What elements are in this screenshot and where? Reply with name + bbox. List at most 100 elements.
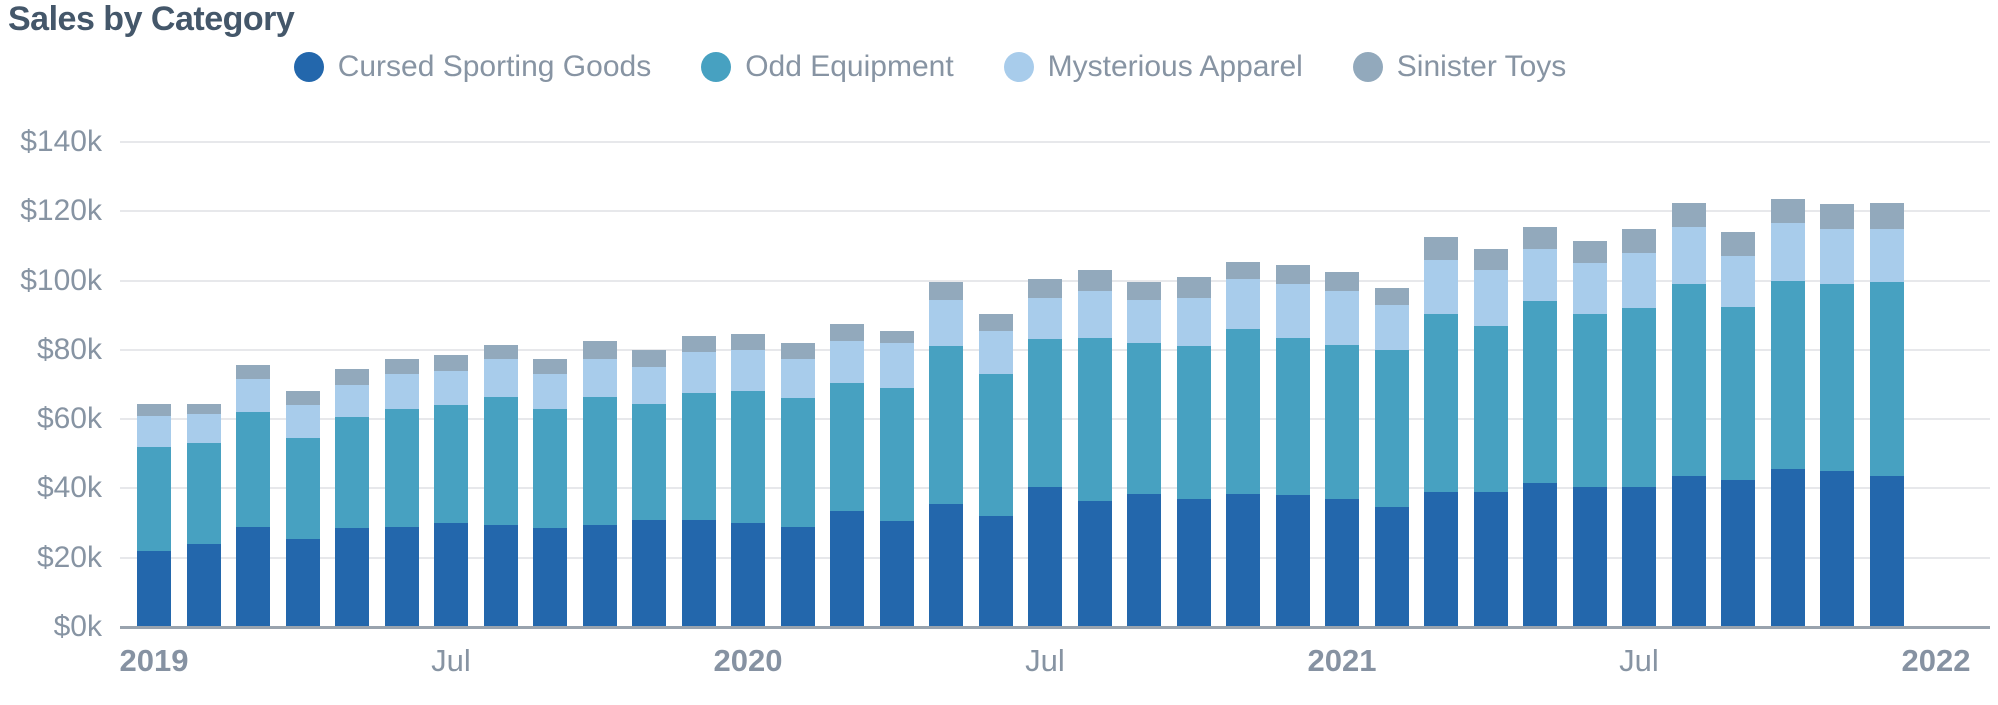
bar-2019-06[interactable]	[384, 358, 419, 627]
bar-2019-02[interactable]	[186, 403, 221, 627]
bar-segment-mysterious-apparel[interactable]	[1077, 290, 1112, 338]
bar-segment-cursed-sporting-goods[interactable]	[1622, 486, 1656, 627]
bar-2019-07[interactable]	[434, 355, 468, 627]
bar-segment-mysterious-apparel[interactable]	[1721, 256, 1755, 307]
bar-segment-cursed-sporting-goods[interactable]	[681, 519, 716, 627]
bar-segment-mysterious-apparel[interactable]	[1473, 270, 1508, 326]
bar-segment-odd-equipment[interactable]	[384, 408, 419, 527]
bar-segment-odd-equipment[interactable]	[1028, 339, 1062, 487]
bar-segment-cursed-sporting-goods[interactable]	[830, 510, 864, 627]
bar-segment-cursed-sporting-goods[interactable]	[236, 526, 270, 627]
bar-segment-mysterious-apparel[interactable]	[1325, 290, 1359, 345]
bar-segment-cursed-sporting-goods[interactable]	[533, 528, 567, 627]
bar-segment-sinister-toys[interactable]	[384, 358, 419, 375]
bar-segment-sinister-toys[interactable]	[1226, 261, 1260, 279]
bar-2020-10[interactable]	[1176, 277, 1211, 627]
bar-segment-cursed-sporting-goods[interactable]	[1176, 498, 1211, 627]
bar-2019-08[interactable]	[483, 344, 518, 627]
bar-segment-odd-equipment[interactable]	[236, 412, 270, 527]
bar-segment-cursed-sporting-goods[interactable]	[1424, 491, 1458, 627]
bar-segment-cursed-sporting-goods[interactable]	[1473, 491, 1508, 627]
bar-2021-01[interactable]	[1325, 271, 1359, 627]
bar-2021-06[interactable]	[1572, 240, 1607, 627]
bar-segment-cursed-sporting-goods[interactable]	[978, 516, 1013, 627]
bar-segment-cursed-sporting-goods[interactable]	[434, 523, 468, 627]
bar-segment-cursed-sporting-goods[interactable]	[1721, 479, 1755, 627]
bar-2019-03[interactable]	[236, 365, 270, 627]
bar-segment-cursed-sporting-goods[interactable]	[1770, 469, 1805, 627]
bar-segment-odd-equipment[interactable]	[830, 382, 864, 511]
bar-segment-cursed-sporting-goods[interactable]	[879, 521, 914, 627]
bar-segment-sinister-toys[interactable]	[1572, 240, 1607, 264]
bar-segment-odd-equipment[interactable]	[780, 398, 815, 527]
legend-item-2[interactable]: Mysterious Apparel	[1003, 50, 1303, 84]
bar-segment-odd-equipment[interactable]	[1671, 284, 1706, 477]
bar-segment-mysterious-apparel[interactable]	[1176, 297, 1211, 347]
bar-segment-cursed-sporting-goods[interactable]	[780, 526, 815, 627]
bar-segment-odd-equipment[interactable]	[483, 396, 518, 525]
bar-segment-mysterious-apparel[interactable]	[1622, 252, 1656, 309]
bar-segment-cursed-sporting-goods[interactable]	[1028, 486, 1062, 627]
bar-segment-odd-equipment[interactable]	[1473, 325, 1508, 492]
bar-segment-sinister-toys[interactable]	[582, 341, 617, 359]
bar-segment-sinister-toys[interactable]	[1721, 232, 1755, 257]
bar-2019-12[interactable]	[681, 336, 716, 627]
bar-2021-11[interactable]	[1820, 204, 1854, 627]
bar-2021-09[interactable]	[1721, 232, 1755, 627]
bar-segment-mysterious-apparel[interactable]	[1226, 278, 1260, 330]
bar-segment-sinister-toys[interactable]	[533, 358, 567, 375]
bar-segment-sinister-toys[interactable]	[830, 323, 864, 342]
bar-segment-mysterious-apparel[interactable]	[1028, 297, 1062, 340]
bar-2019-10[interactable]	[582, 341, 617, 627]
bar-segment-cursed-sporting-goods[interactable]	[186, 543, 221, 627]
bar-segment-cursed-sporting-goods[interactable]	[1275, 495, 1310, 627]
bar-segment-mysterious-apparel[interactable]	[533, 374, 567, 409]
bar-segment-odd-equipment[interactable]	[1721, 306, 1755, 480]
bar-segment-sinister-toys[interactable]	[137, 403, 171, 416]
bar-segment-cursed-sporting-goods[interactable]	[1671, 476, 1706, 627]
bar-2020-01[interactable]	[731, 334, 765, 627]
legend-item-1[interactable]: Odd Equipment	[701, 50, 954, 84]
bar-segment-odd-equipment[interactable]	[1077, 337, 1112, 501]
bar-2021-03[interactable]	[1424, 237, 1458, 627]
bar-segment-mysterious-apparel[interactable]	[1523, 249, 1557, 302]
bar-segment-cursed-sporting-goods[interactable]	[137, 550, 171, 627]
bar-2020-06[interactable]	[978, 313, 1013, 627]
bar-2019-11[interactable]	[632, 349, 666, 627]
bar-segment-cursed-sporting-goods[interactable]	[1226, 493, 1260, 627]
bar-segment-odd-equipment[interactable]	[1869, 282, 1904, 477]
bar-segment-odd-equipment[interactable]	[582, 396, 617, 525]
bar-segment-mysterious-apparel[interactable]	[978, 330, 1013, 375]
bar-segment-sinister-toys[interactable]	[1671, 202, 1706, 227]
bar-segment-odd-equipment[interactable]	[186, 443, 221, 544]
bar-segment-sinister-toys[interactable]	[1077, 270, 1112, 291]
bar-segment-mysterious-apparel[interactable]	[1275, 284, 1310, 338]
bar-segment-odd-equipment[interactable]	[1424, 313, 1458, 492]
bar-2021-05[interactable]	[1523, 226, 1557, 627]
bar-segment-sinister-toys[interactable]	[1622, 228, 1656, 253]
bar-segment-sinister-toys[interactable]	[483, 344, 518, 359]
bar-segment-mysterious-apparel[interactable]	[879, 342, 914, 388]
bar-segment-odd-equipment[interactable]	[1770, 280, 1805, 470]
bar-segment-mysterious-apparel[interactable]	[236, 379, 270, 413]
bar-segment-mysterious-apparel[interactable]	[1424, 259, 1458, 314]
bar-segment-sinister-toys[interactable]	[1424, 237, 1458, 260]
bar-2019-01[interactable]	[137, 403, 171, 627]
bar-segment-odd-equipment[interactable]	[1374, 349, 1409, 508]
bar-segment-odd-equipment[interactable]	[1523, 301, 1557, 484]
bar-segment-sinister-toys[interactable]	[632, 349, 666, 368]
bar-segment-odd-equipment[interactable]	[533, 408, 567, 529]
bar-segment-sinister-toys[interactable]	[1176, 277, 1211, 298]
bar-segment-odd-equipment[interactable]	[335, 417, 369, 529]
bar-segment-mysterious-apparel[interactable]	[780, 358, 815, 399]
bar-segment-cursed-sporting-goods[interactable]	[1523, 483, 1557, 627]
bar-segment-odd-equipment[interactable]	[1176, 346, 1211, 499]
bar-segment-odd-equipment[interactable]	[681, 393, 716, 520]
bar-segment-cursed-sporting-goods[interactable]	[285, 538, 320, 627]
bar-segment-sinister-toys[interactable]	[1820, 204, 1854, 229]
bar-2021-12[interactable]	[1869, 202, 1904, 627]
bar-segment-odd-equipment[interactable]	[1325, 344, 1359, 499]
bar-segment-mysterious-apparel[interactable]	[434, 370, 468, 406]
bar-segment-cursed-sporting-goods[interactable]	[632, 519, 666, 627]
bar-2021-10[interactable]	[1770, 199, 1805, 627]
